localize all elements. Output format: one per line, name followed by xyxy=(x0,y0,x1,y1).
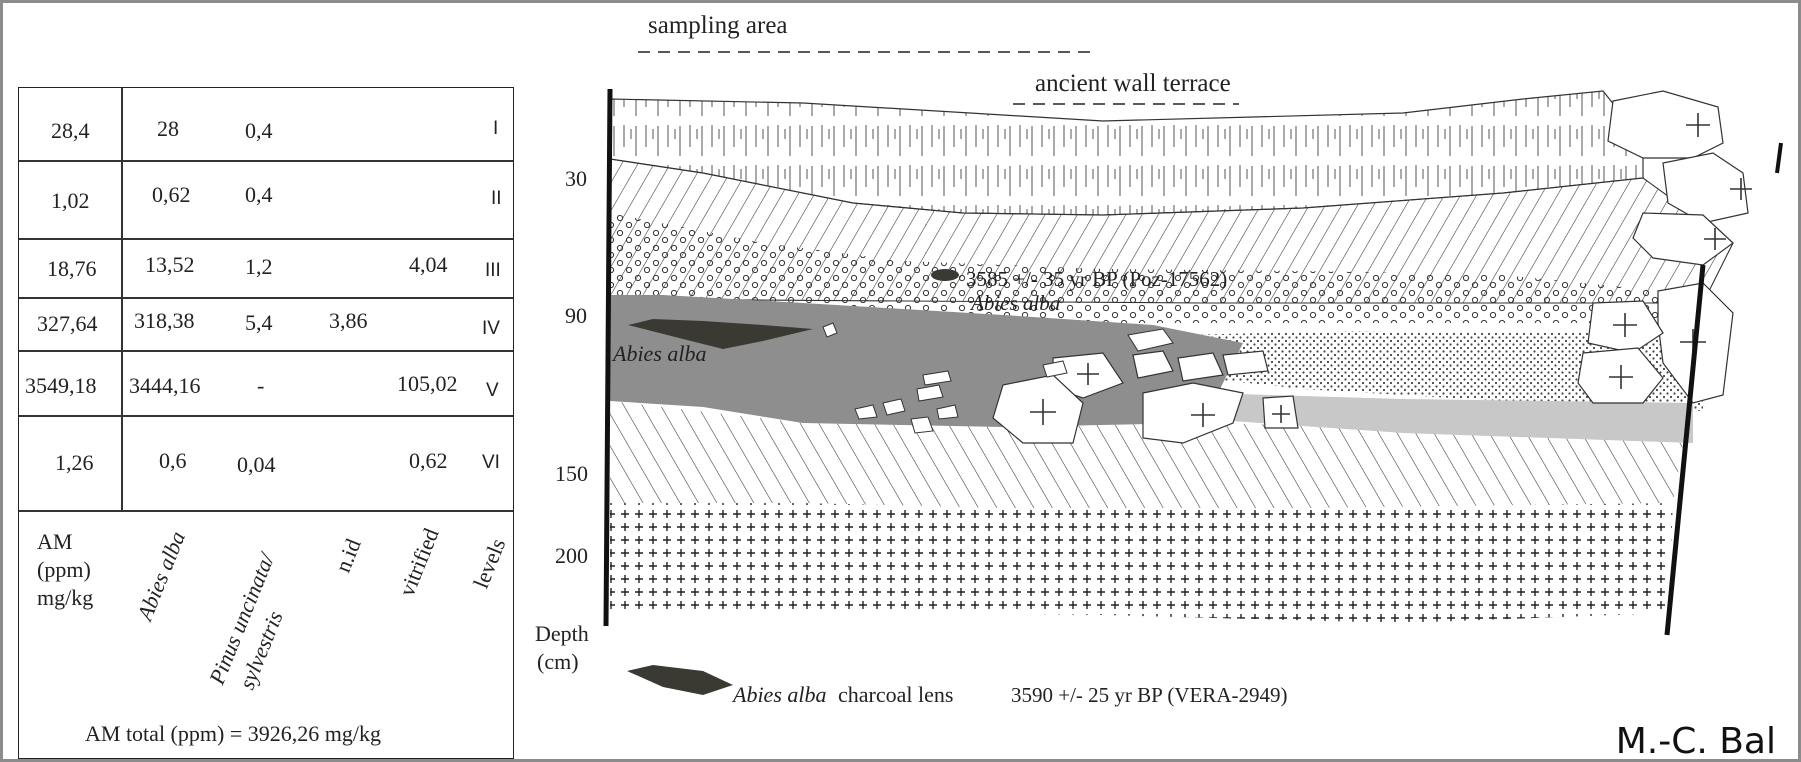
am-total: AM total (ppm) = 3926,26 mg/kg xyxy=(85,721,381,746)
header-ppm: (ppm) xyxy=(37,557,91,582)
row-line xyxy=(19,160,513,162)
slide: 28,4 28 0,4 I 1,02 0,62 0,4 II 18,76 13,… xyxy=(3,3,1798,759)
sand-layer xyxy=(1183,331,1703,411)
legend-date: 3590 +/- 25 yr BP (VERA-2949) xyxy=(1011,683,1287,707)
abies-lens-label: Abies alba xyxy=(611,341,707,366)
depth-150: 150 xyxy=(555,461,588,486)
cell-nid: 3,86 xyxy=(329,308,368,333)
header-am: AM xyxy=(37,529,73,554)
cell-level: II xyxy=(491,188,502,209)
cell-abies: 13,52 xyxy=(145,252,195,277)
right-post-top xyxy=(1775,142,1783,174)
light-grey-band xyxy=(1203,393,1693,443)
cell-level: V xyxy=(486,380,499,401)
charcoal-lens xyxy=(628,319,813,349)
row-line xyxy=(19,238,513,240)
depth-30: 30 xyxy=(565,166,587,191)
depth-unit: (cm) xyxy=(537,649,579,674)
cell-abies: 28 xyxy=(157,116,179,141)
legend-species: Abies alba xyxy=(731,682,827,707)
depth-label: Depth xyxy=(535,621,589,646)
row-line xyxy=(19,415,513,417)
cell-vitrified: 0,62 xyxy=(409,448,448,473)
cell-total: 1,26 xyxy=(55,450,94,475)
cell-abies: 318,38 xyxy=(134,308,195,333)
gravel-layer xyxy=(610,213,1703,323)
stone-crosses xyxy=(1030,113,1752,427)
cell-level: III xyxy=(485,260,501,281)
wall-terrace-label: ancient wall terrace xyxy=(1035,70,1231,97)
cell-total: 1,02 xyxy=(51,188,90,213)
date-upper: 3585 +/- 35 yr BP (Poz-17562) xyxy=(966,267,1227,291)
cell-pinus: 5,4 xyxy=(245,310,273,335)
charcoal-table: 28,4 28 0,4 I 1,02 0,62 0,4 II 18,76 13,… xyxy=(18,87,514,759)
cell-abies: 3444,16 xyxy=(129,373,201,398)
cell-total: 3549,18 xyxy=(25,373,97,398)
svg-text:Abies alba charcoal lens: Abies alba charcoal lens xyxy=(731,682,953,707)
left-post xyxy=(603,88,613,627)
cell-level: VI xyxy=(482,452,500,473)
row-line xyxy=(19,510,513,512)
header-unit: mg/kg xyxy=(37,585,94,610)
depth-90: 90 xyxy=(565,303,587,328)
sampling-area-label: sampling area xyxy=(648,12,788,39)
cell-total: 28,4 xyxy=(51,118,90,143)
legend-lens-swatch xyxy=(627,665,733,695)
depth-200: 200 xyxy=(555,543,588,568)
row-line xyxy=(19,297,513,299)
cell-level: IV xyxy=(482,318,500,339)
cell-pinus: - xyxy=(257,373,265,398)
bedrock-layer xyxy=(610,503,1673,623)
cell-pinus: 0,4 xyxy=(245,182,273,207)
table-divider xyxy=(121,88,123,510)
cell-total: 18,76 xyxy=(47,256,97,281)
fragments xyxy=(822,322,1174,434)
cell-pinus: 0,4 xyxy=(245,118,273,143)
soil-section: sampling area ancient wall terrace xyxy=(535,12,1783,707)
abies-upper-label: Abies alba xyxy=(969,291,1060,315)
charcoal-spot xyxy=(931,269,959,281)
right-post xyxy=(1664,264,1706,636)
cell-total: 327,64 xyxy=(37,311,98,336)
legend-text: charcoal lens xyxy=(838,682,953,707)
cell-pinus: 0,04 xyxy=(237,452,276,477)
row-line xyxy=(19,350,513,352)
cell-abies: 0,6 xyxy=(159,448,187,473)
cell-abies: 0,62 xyxy=(152,182,191,207)
author-credit: M.-C. Bal xyxy=(1615,721,1776,759)
cell-level: I xyxy=(493,118,499,139)
cell-vitrified: 105,02 xyxy=(397,371,458,396)
cell-vitrified: 4,04 xyxy=(409,252,448,277)
cell-pinus: 1,2 xyxy=(245,254,273,279)
